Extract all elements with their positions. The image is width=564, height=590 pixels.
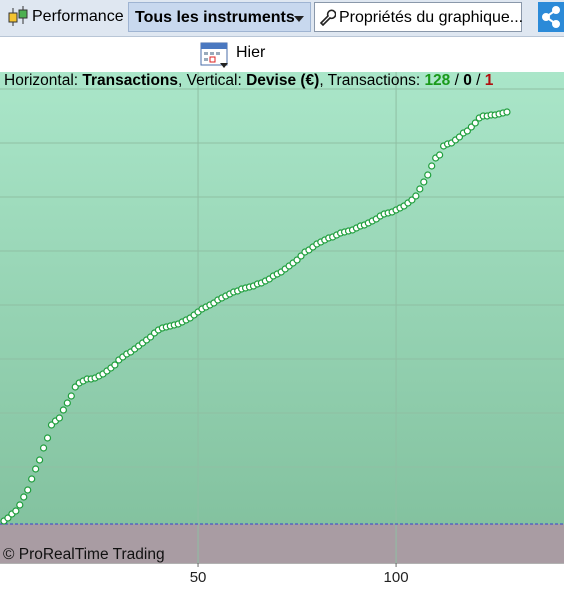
data-point bbox=[111, 361, 119, 369]
data-point bbox=[28, 475, 36, 483]
data-point bbox=[420, 178, 428, 186]
calendar-icon[interactable] bbox=[200, 39, 230, 69]
data-point bbox=[20, 493, 28, 501]
data-point bbox=[43, 434, 52, 442]
data-point bbox=[416, 185, 424, 193]
wrench-icon bbox=[319, 9, 336, 26]
data-point bbox=[39, 444, 48, 452]
below-zero-area bbox=[0, 524, 564, 563]
neutral-count: 0 bbox=[463, 72, 472, 89]
info-text: Devise (€) bbox=[246, 72, 320, 89]
info-text: Transactions bbox=[82, 72, 179, 89]
data-point bbox=[36, 456, 44, 464]
period-row: Hier bbox=[0, 37, 564, 70]
x-axis-area bbox=[0, 563, 564, 590]
properties-button[interactable]: Propriétés du graphique... bbox=[314, 2, 524, 32]
x-tick-label: 100 bbox=[384, 569, 409, 586]
info-line: Horizontal: Transactions, Vertical: Devi… bbox=[4, 72, 493, 90]
data-point bbox=[67, 392, 75, 400]
data-point bbox=[428, 162, 436, 170]
data-point bbox=[471, 119, 479, 127]
info-text: / bbox=[450, 72, 464, 89]
info-text: , Transactions: bbox=[319, 72, 425, 89]
data-point bbox=[63, 399, 71, 407]
chart: 50 100 bbox=[0, 72, 564, 590]
info-text: / bbox=[471, 72, 485, 89]
performance-button[interactable]: Performance bbox=[2, 2, 126, 32]
properties-label: Propriétés du graphique... bbox=[339, 9, 524, 26]
instruments-dropdown[interactable]: Tous les instruments bbox=[128, 2, 311, 32]
watermark: © ProRealTime Trading bbox=[3, 546, 165, 563]
win-count: 128 bbox=[424, 72, 451, 89]
data-point bbox=[12, 507, 20, 515]
x-tick-label: 50 bbox=[190, 569, 207, 586]
data-point bbox=[55, 414, 64, 422]
candle-icon bbox=[8, 6, 28, 26]
toolbar: Performance Tous les instruments Proprié… bbox=[0, 0, 564, 37]
plot-background bbox=[0, 72, 564, 563]
data-point bbox=[59, 406, 67, 414]
data-point bbox=[503, 108, 511, 116]
loss-count: 1 bbox=[484, 72, 494, 89]
instruments-label: Tous les instruments bbox=[135, 9, 295, 26]
data-point bbox=[32, 465, 40, 473]
share-button[interactable] bbox=[538, 2, 564, 32]
data-point bbox=[436, 151, 444, 159]
performance-label: Performance bbox=[32, 8, 124, 25]
data-point bbox=[412, 192, 420, 200]
data-point bbox=[424, 171, 432, 179]
dropdown-arrow bbox=[294, 16, 304, 22]
share-icon bbox=[542, 6, 560, 28]
data-point bbox=[24, 486, 32, 494]
info-text: , Vertical: bbox=[178, 72, 247, 89]
data-point bbox=[16, 501, 24, 509]
info-text: Horizontal: bbox=[4, 72, 83, 89]
period-label: Hier bbox=[236, 44, 266, 61]
